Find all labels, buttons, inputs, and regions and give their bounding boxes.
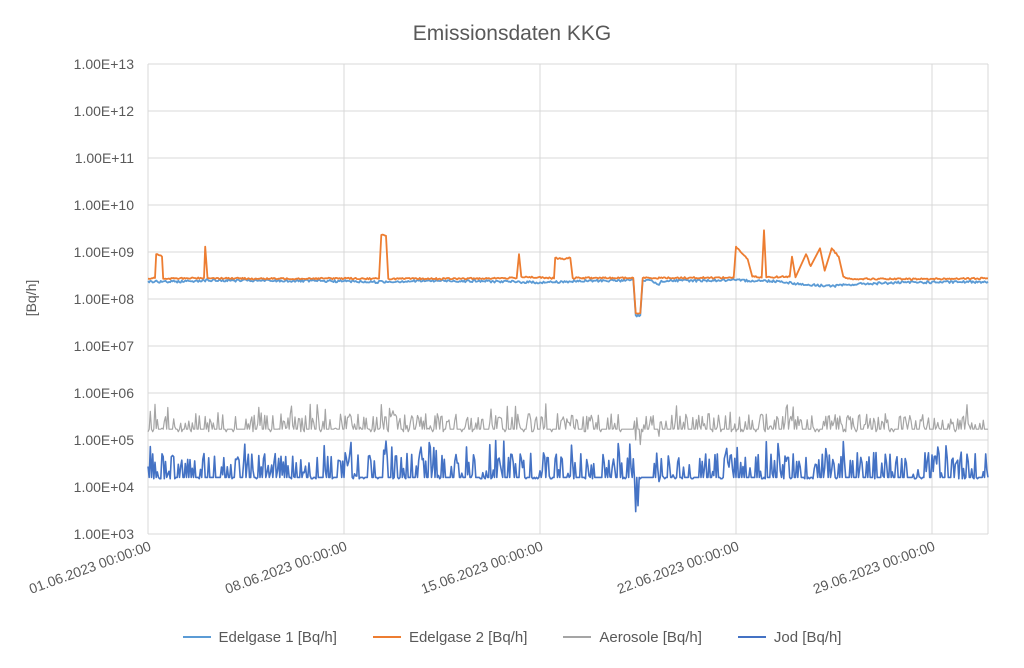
- x-tick-label: 29.06.2023 00:00:00: [811, 538, 937, 597]
- y-tick-label: 1.00E+09: [74, 244, 135, 260]
- x-tick-label: 22.06.2023 00:00:00: [615, 538, 741, 597]
- x-axis-ticks: 01.06.2023 00:00:00 08.06.2023 00:00:00 15…: [27, 538, 937, 597]
- series-line-edelgase-1-bq-h: [147, 278, 989, 318]
- legend-swatch-jod: [737, 636, 766, 638]
- chart-legend: Edelgase 1 [Bq/h] Edelgase 2 [Bq/h] Aero…: [0, 627, 1024, 647]
- x-tick-label: 15.06.2023 00:00:00: [419, 538, 545, 597]
- legend-swatch-edelgase-2: [372, 636, 401, 638]
- y-tick-label: 1.00E+05: [74, 432, 135, 448]
- legend-swatch-aerosole: [563, 636, 592, 638]
- y-tick-label: 1.00E+06: [74, 385, 135, 401]
- legend-label-edelgase-1: Edelgase 1 [Bq/h]: [218, 628, 337, 646]
- series-line-jod-bq-h: [147, 439, 989, 513]
- legend-item-aerosole: Aerosole [Bq/h]: [563, 627, 702, 647]
- legend-swatch-edelgase-1: [182, 636, 211, 638]
- y-tick-label: 1.00E+13: [74, 56, 135, 72]
- x-tick-label: 08.06.2023 00:00:00: [223, 538, 349, 597]
- y-tick-label: 1.00E+08: [74, 291, 135, 307]
- legend-item-edelgase-1: Edelgase 1 [Bq/h]: [182, 627, 337, 647]
- y-axis-label: [Bq/h]: [23, 280, 39, 317]
- series-line-aerosole-bq-h: [147, 403, 988, 446]
- y-tick-label: 1.00E+11: [75, 150, 135, 166]
- y-axis-ticks: 1.00E+03 1.00E+04 1.00E+05 1.00E+06 1.00E+07…: [74, 56, 135, 542]
- y-tick-label: 1.00E+07: [74, 338, 135, 354]
- x-tick-label: 01.06.2023 00:00:00: [27, 538, 153, 597]
- legend-item-jod: Jod [Bq/h]: [737, 627, 842, 647]
- y-tick-label: 1.00E+04: [74, 479, 135, 495]
- legend-label-jod: Jod [Bq/h]: [773, 628, 842, 646]
- y-tick-label: 1.00E+10: [74, 197, 135, 213]
- legend-label-edelgase-2: Edelgase 2 [Bq/h]: [408, 628, 528, 646]
- y-tick-label: 1.00E+03: [74, 526, 135, 542]
- legend-item-edelgase-2: Edelgase 2 [Bq/h]: [372, 627, 528, 647]
- gridlines: [147, 63, 989, 535]
- legend-label-aerosole: Aerosole [Bq/h]: [599, 628, 702, 646]
- series-lines: [147, 229, 989, 513]
- series-line-edelgase-2-bq-h: [147, 229, 989, 315]
- y-tick-label: 1.00E+12: [74, 103, 135, 119]
- chart-title: Emissionsdaten KKG: [413, 22, 611, 45]
